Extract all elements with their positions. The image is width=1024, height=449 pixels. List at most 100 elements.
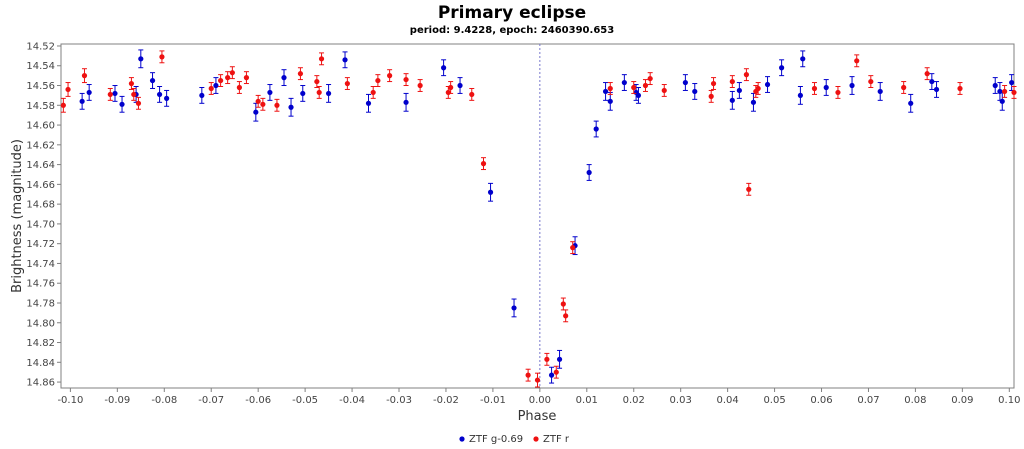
data-point [570, 245, 576, 251]
data-point [729, 78, 735, 85]
data-point [602, 88, 609, 95]
data-point [621, 79, 627, 86]
data-point [710, 80, 717, 87]
data-point [208, 85, 214, 92]
data-point [553, 369, 559, 375]
data-point [480, 161, 487, 167]
data-point [682, 79, 688, 86]
data-point [316, 89, 322, 96]
data-point [79, 98, 85, 104]
y-tick-label: 14.86 [26, 378, 55, 389]
x-tick-label: 0.03 [670, 395, 692, 406]
data-point [957, 85, 963, 92]
x-tick-label: -0.02 [433, 395, 459, 406]
x-tick-label: -0.04 [339, 395, 365, 406]
data-point [647, 75, 653, 82]
x-tick-label: -0.07 [198, 395, 224, 406]
data-point [213, 82, 219, 89]
data-point [159, 54, 165, 60]
data-point [325, 90, 332, 97]
data-point [119, 101, 125, 107]
data-point [448, 84, 454, 91]
data-point [229, 70, 235, 76]
data-point [387, 73, 393, 79]
data-point [635, 92, 642, 99]
data-point [131, 91, 137, 98]
data-point [1009, 79, 1015, 86]
data-point [534, 377, 541, 383]
data-point [417, 82, 423, 89]
y-tick-label: 14.70 [26, 219, 55, 230]
data-point [1002, 88, 1008, 95]
y-axis: 14.52 14.54 14.56 14.58 14.60 14.62 14.64 14.66… [26, 41, 61, 389]
x-tick-label: -0.06 [245, 395, 271, 406]
data-point [631, 84, 637, 91]
data-point [138, 56, 144, 62]
y-tick-label: 14.52 [26, 41, 55, 52]
data-point [65, 86, 71, 93]
data-point [544, 356, 550, 362]
data-point [344, 80, 350, 87]
data-point [274, 102, 280, 108]
data-point [314, 78, 320, 85]
data-point [403, 76, 409, 83]
y-tick-label: 14.82 [26, 338, 55, 349]
data-point [997, 88, 1003, 95]
data-point [811, 85, 818, 92]
data-point [800, 56, 806, 62]
data-point [868, 78, 874, 85]
data-point [835, 89, 841, 96]
data-point [225, 75, 231, 81]
x-axis-label: Phase [518, 409, 557, 424]
data-point [60, 102, 66, 108]
data-point [487, 189, 494, 195]
data-point [607, 98, 613, 104]
y-tick-label: 14.56 [26, 81, 55, 92]
data-point [218, 77, 224, 84]
chart-title: Primary eclipse [438, 3, 586, 23]
data-point [823, 84, 829, 91]
data-point [548, 372, 555, 378]
legend: ZTF g-0.69 ZTF r [459, 434, 570, 445]
x-tick-label: -0.01 [480, 395, 506, 406]
data-point [755, 85, 761, 92]
data-point [743, 72, 750, 78]
data-point [445, 89, 451, 96]
x-tick-label: 0.07 [857, 395, 879, 406]
data-series [60, 49, 1017, 388]
y-tick-label: 14.76 [26, 279, 55, 290]
data-point [318, 56, 325, 62]
series-ztf-r [60, 50, 1017, 388]
data-point [156, 91, 163, 98]
x-tick-label: 0.02 [623, 395, 645, 406]
legend-marker-g [459, 436, 465, 442]
data-point [370, 89, 376, 96]
data-point [764, 81, 771, 88]
y-tick-label: 14.64 [26, 160, 55, 171]
y-tick-label: 14.80 [26, 318, 55, 329]
data-point [164, 95, 170, 101]
data-point [692, 88, 698, 95]
data-point [267, 89, 273, 96]
data-point [642, 82, 649, 89]
data-point [556, 356, 563, 362]
data-point [255, 98, 261, 104]
y-tick-label: 14.62 [26, 140, 55, 151]
x-tick-label: 0.05 [763, 395, 785, 406]
legend-label-g: ZTF g-0.69 [469, 434, 523, 445]
data-point [708, 93, 714, 99]
x-tick-label: 0.06 [810, 395, 832, 406]
legend-label-r: ZTF r [543, 434, 570, 445]
data-point [457, 82, 463, 89]
data-point [365, 100, 372, 106]
data-point [607, 85, 613, 92]
data-point [1011, 89, 1017, 96]
data-point [281, 75, 287, 81]
x-tick-label: 0.10 [998, 395, 1020, 406]
data-point [135, 100, 142, 106]
data-point [877, 88, 883, 95]
data-point [288, 104, 294, 110]
data-point [729, 97, 735, 103]
data-point [750, 99, 757, 105]
